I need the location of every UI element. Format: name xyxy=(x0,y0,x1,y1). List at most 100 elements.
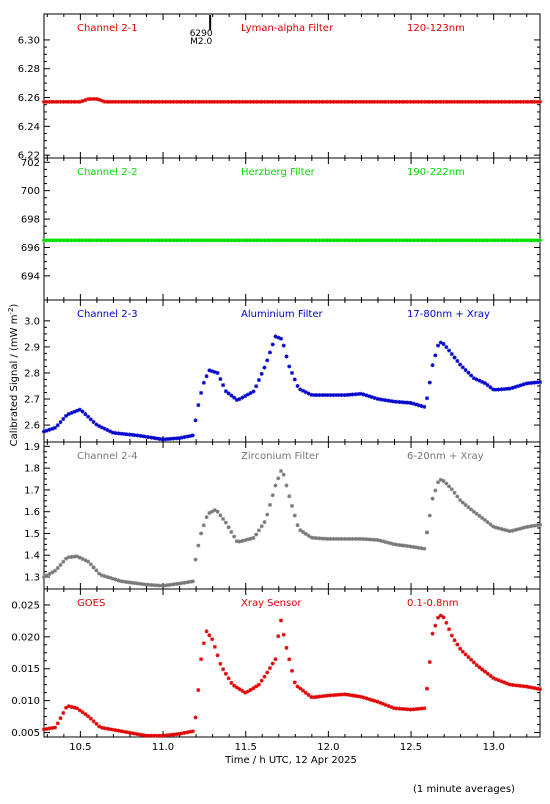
data-point xyxy=(179,435,184,440)
data-point xyxy=(143,733,148,738)
data-point xyxy=(132,581,137,586)
data-point xyxy=(64,238,69,243)
data-point xyxy=(411,544,416,549)
data-point xyxy=(152,583,157,588)
data-point xyxy=(278,469,283,474)
data-point xyxy=(232,238,237,243)
data-point xyxy=(53,238,58,243)
data-point xyxy=(414,707,418,712)
data-point xyxy=(278,336,283,341)
data-point xyxy=(226,391,231,396)
panel-filter-label: Zirconium Filter xyxy=(241,451,320,462)
data-point xyxy=(386,703,391,708)
data-point xyxy=(121,238,126,243)
data-point xyxy=(485,99,490,104)
data-point xyxy=(391,99,396,104)
data-point xyxy=(466,655,471,660)
data-point xyxy=(77,555,82,560)
data-point xyxy=(121,99,126,104)
data-series xyxy=(42,96,542,104)
data-point xyxy=(364,238,369,243)
data-point xyxy=(185,238,190,243)
data-point xyxy=(287,494,292,499)
data-point xyxy=(50,725,55,730)
data-point xyxy=(298,238,303,243)
data-point xyxy=(174,238,179,243)
data-point xyxy=(196,403,201,408)
data-point xyxy=(350,693,355,698)
data-point xyxy=(210,509,215,514)
data-point xyxy=(94,96,99,101)
data-point xyxy=(449,487,454,492)
data-point xyxy=(116,728,121,733)
data-point xyxy=(433,488,438,493)
data-point xyxy=(402,707,407,712)
data-point xyxy=(199,657,204,662)
data-point xyxy=(504,386,509,391)
data-point xyxy=(474,511,479,516)
data-point xyxy=(141,238,146,243)
y-tick-label: 6.26 xyxy=(18,93,40,104)
data-point xyxy=(372,698,377,703)
data-point xyxy=(193,715,198,720)
data-point xyxy=(408,400,413,405)
data-point xyxy=(515,527,520,532)
data-point xyxy=(182,730,187,735)
data-point xyxy=(383,398,388,403)
data-point xyxy=(526,685,531,690)
data-point xyxy=(201,523,206,528)
data-point xyxy=(91,419,96,424)
data-point xyxy=(538,687,542,692)
data-point xyxy=(146,733,151,738)
data-point xyxy=(334,99,339,104)
data-point xyxy=(358,238,363,243)
data-point xyxy=(201,99,206,104)
data-point xyxy=(510,238,515,243)
data-point xyxy=(438,340,443,345)
data-point xyxy=(342,99,347,104)
data-point xyxy=(386,99,391,104)
y-tick-label: 702 xyxy=(21,158,40,169)
data-point xyxy=(507,238,512,243)
data-point xyxy=(425,686,430,691)
y-tick-label: 1.3 xyxy=(24,573,40,584)
data-point xyxy=(267,238,272,243)
data-point xyxy=(281,472,286,477)
data-point xyxy=(267,99,272,104)
data-point xyxy=(75,99,80,104)
data-point xyxy=(336,692,341,697)
data-point xyxy=(190,729,195,734)
data-point xyxy=(452,638,457,643)
data-point xyxy=(254,99,259,104)
data-point xyxy=(416,706,421,711)
data-point xyxy=(72,238,77,243)
data-point xyxy=(524,684,529,689)
data-point xyxy=(504,528,509,533)
data-point xyxy=(518,683,523,688)
data-point xyxy=(182,580,187,585)
data-point xyxy=(317,393,322,398)
data-point xyxy=(166,437,170,442)
data-point xyxy=(119,579,124,584)
data-point xyxy=(447,99,452,104)
data-point xyxy=(447,238,452,243)
data-point xyxy=(127,238,132,243)
y-tick-label: 0.005 xyxy=(11,728,40,739)
data-point xyxy=(276,238,281,243)
data-point xyxy=(188,729,193,734)
data-point xyxy=(402,99,407,104)
data-point xyxy=(132,433,137,438)
data-point xyxy=(405,544,410,549)
data-point xyxy=(380,397,385,402)
data-point xyxy=(157,583,162,588)
data-point xyxy=(204,629,209,634)
data-point xyxy=(491,387,496,392)
data-point xyxy=(538,99,542,104)
data-point xyxy=(458,99,463,104)
data-point xyxy=(91,238,96,243)
data-point xyxy=(312,393,317,398)
data-series xyxy=(42,238,542,243)
data-point xyxy=(364,393,369,398)
data-point xyxy=(433,353,438,358)
data-point xyxy=(375,396,380,401)
